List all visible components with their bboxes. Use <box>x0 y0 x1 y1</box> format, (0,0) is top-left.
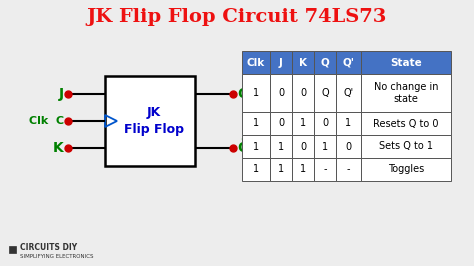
Bar <box>292 135 314 158</box>
Text: -: - <box>323 164 327 174</box>
Bar <box>242 135 270 158</box>
Text: 0: 0 <box>278 88 284 98</box>
Bar <box>242 112 270 135</box>
Bar <box>242 74 270 112</box>
Bar <box>242 158 270 181</box>
Text: -: - <box>347 164 350 174</box>
Bar <box>292 112 314 135</box>
Text: Clk: Clk <box>247 57 265 68</box>
Text: 0: 0 <box>300 142 306 152</box>
Bar <box>336 135 361 158</box>
Text: Sets Q to 1: Sets Q to 1 <box>379 142 433 152</box>
Text: 0: 0 <box>300 88 306 98</box>
Text: No change in
state: No change in state <box>374 82 438 104</box>
Text: 1: 1 <box>346 118 352 128</box>
Text: 0: 0 <box>346 142 352 152</box>
Bar <box>9 246 16 253</box>
Text: Q': Q' <box>343 57 355 68</box>
Text: Resets Q to 0: Resets Q to 0 <box>373 118 439 128</box>
Text: 1: 1 <box>300 164 306 174</box>
Bar <box>270 74 292 112</box>
Bar <box>105 76 195 166</box>
Bar <box>292 158 314 181</box>
Bar <box>314 74 336 112</box>
Text: Clk  C: Clk C <box>29 116 64 126</box>
Text: JK Flip Flop Circuit 74LS73: JK Flip Flop Circuit 74LS73 <box>87 8 387 26</box>
Text: J: J <box>59 87 64 101</box>
Bar <box>242 51 270 74</box>
Text: CIRCUITS DIY: CIRCUITS DIY <box>20 243 77 252</box>
Text: Toggles: Toggles <box>388 164 424 174</box>
Text: 1: 1 <box>278 164 284 174</box>
Bar <box>270 112 292 135</box>
Text: 1: 1 <box>322 142 328 152</box>
Text: 1: 1 <box>278 142 284 152</box>
Text: 0: 0 <box>322 118 328 128</box>
Text: Q: Q <box>320 57 329 68</box>
Bar <box>270 51 292 74</box>
Bar <box>292 74 314 112</box>
Text: 1: 1 <box>253 118 259 128</box>
Text: 1: 1 <box>253 142 259 152</box>
Bar <box>336 112 361 135</box>
Bar <box>336 51 361 74</box>
Text: Q': Q' <box>344 88 354 98</box>
Bar <box>361 74 451 112</box>
Bar <box>314 112 336 135</box>
Bar <box>270 158 292 181</box>
Bar <box>361 51 451 74</box>
Bar <box>361 112 451 135</box>
Bar <box>314 158 336 181</box>
Text: Q: Q <box>237 87 249 101</box>
Text: State: State <box>390 57 422 68</box>
Text: Q: Q <box>321 88 329 98</box>
Text: 0: 0 <box>278 118 284 128</box>
Bar <box>314 51 336 74</box>
Text: JK
Flip Flop: JK Flip Flop <box>124 106 184 136</box>
Text: 1: 1 <box>300 118 306 128</box>
Text: Ō: Ō <box>237 141 249 155</box>
Text: SIMPLIFYING ELECTRONICS: SIMPLIFYING ELECTRONICS <box>20 253 93 259</box>
Bar <box>270 135 292 158</box>
Bar <box>336 74 361 112</box>
Text: K: K <box>299 57 307 68</box>
Text: 1: 1 <box>253 164 259 174</box>
Text: K: K <box>53 141 64 155</box>
Bar <box>292 51 314 74</box>
Text: J: J <box>279 57 283 68</box>
Bar <box>314 135 336 158</box>
Bar <box>336 158 361 181</box>
Bar <box>361 158 451 181</box>
Text: 1: 1 <box>253 88 259 98</box>
Bar <box>361 135 451 158</box>
